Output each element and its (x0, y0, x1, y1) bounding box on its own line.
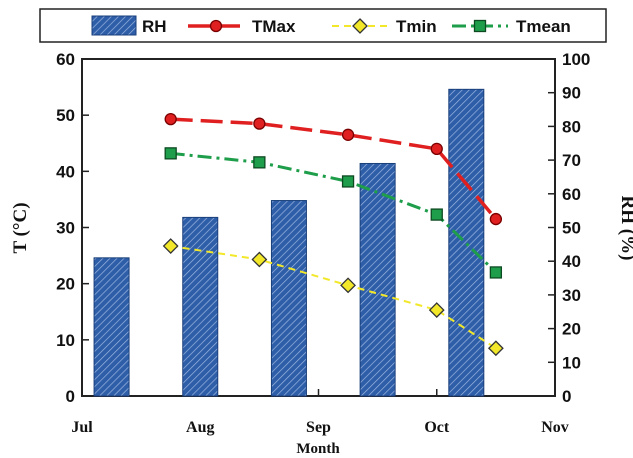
series-point-tmin (251, 251, 268, 268)
series-point-tmean (253, 156, 266, 169)
y-right-tick-label: 100 (562, 50, 590, 69)
series-point-tmax (489, 212, 503, 226)
series-point-tmax (164, 112, 177, 126)
rh-bar (182, 216, 219, 397)
rh-bars (93, 88, 485, 397)
y-right-tick-label: 40 (562, 252, 581, 271)
series-point-tmax (430, 142, 443, 156)
series-point-tmin (428, 302, 445, 318)
rh-bar (270, 200, 307, 397)
series-point-tmean (489, 266, 503, 279)
legend-label-tmax: TMax (252, 17, 296, 36)
series-point-tmean (164, 147, 177, 160)
y-right-tick-label: 70 (562, 151, 581, 170)
legend-label-tmin: Tmin (396, 17, 437, 36)
x-axis-title: Month (296, 441, 340, 457)
rh-bar (448, 88, 485, 397)
series-point-tmax (341, 128, 355, 141)
temperature-lines (162, 112, 504, 357)
legend-swatch-rh (91, 15, 137, 36)
y-right-tick-label: 80 (562, 117, 581, 136)
y-axis-right-title: RH (%) (617, 196, 633, 261)
legend-marker-tmin (352, 18, 368, 34)
y-axis-left-title: T (°C) (10, 202, 31, 253)
legend-label-tmean: Tmean (516, 17, 571, 36)
series-point-tmean (341, 175, 355, 188)
y-left-tick-label: 10 (56, 331, 75, 350)
series-point-tmin (340, 277, 356, 294)
x-axis: Jul Aug Sep Oct Nov (71, 389, 569, 436)
legend-marker-tmax (209, 19, 223, 33)
y-axis-right: 0 10 20 30 40 50 60 70 80 90 100 (548, 50, 590, 406)
y-left-tick-label: 20 (56, 275, 75, 294)
series-line-tmean (170, 151, 497, 274)
series-point-tmin (162, 238, 179, 254)
y-left-tick-label: 30 (56, 219, 75, 238)
y-left-tick-label: 40 (56, 162, 75, 181)
y-right-tick-label: 30 (562, 286, 581, 305)
legend-marker-tmean (473, 19, 487, 33)
y-right-tick-label: 0 (562, 387, 571, 406)
y-right-tick-label: 90 (562, 84, 581, 103)
y-right-tick-label: 10 (562, 353, 581, 372)
series-point-tmin (487, 340, 504, 357)
series-point-tmax (253, 117, 266, 130)
series-point-tmean (430, 208, 443, 221)
x-tick-label: Jul (71, 419, 93, 436)
x-tick-label: Nov (541, 419, 569, 436)
x-tick-label: Sep (306, 419, 331, 436)
y-right-tick-label: 50 (562, 219, 581, 238)
rh-bar (93, 257, 130, 397)
y-right-tick-label: 20 (562, 320, 581, 339)
series-line-tmax (170, 117, 498, 221)
series-line-tmin (170, 245, 497, 350)
y-left-tick-label: 0 (66, 387, 75, 406)
y-axis-left: 0 10 20 30 40 50 60 (56, 50, 89, 406)
legend-label-rh: RH (142, 17, 167, 36)
rh-bar (359, 162, 396, 397)
x-tick-label: Aug (186, 419, 214, 436)
y-right-tick-label: 60 (562, 185, 581, 204)
x-tick-label: Oct (424, 419, 450, 436)
legend: RH TMax Tmin Tmean (39, 8, 607, 43)
y-left-tick-label: 50 (56, 106, 75, 125)
y-left-tick-label: 60 (56, 50, 75, 69)
